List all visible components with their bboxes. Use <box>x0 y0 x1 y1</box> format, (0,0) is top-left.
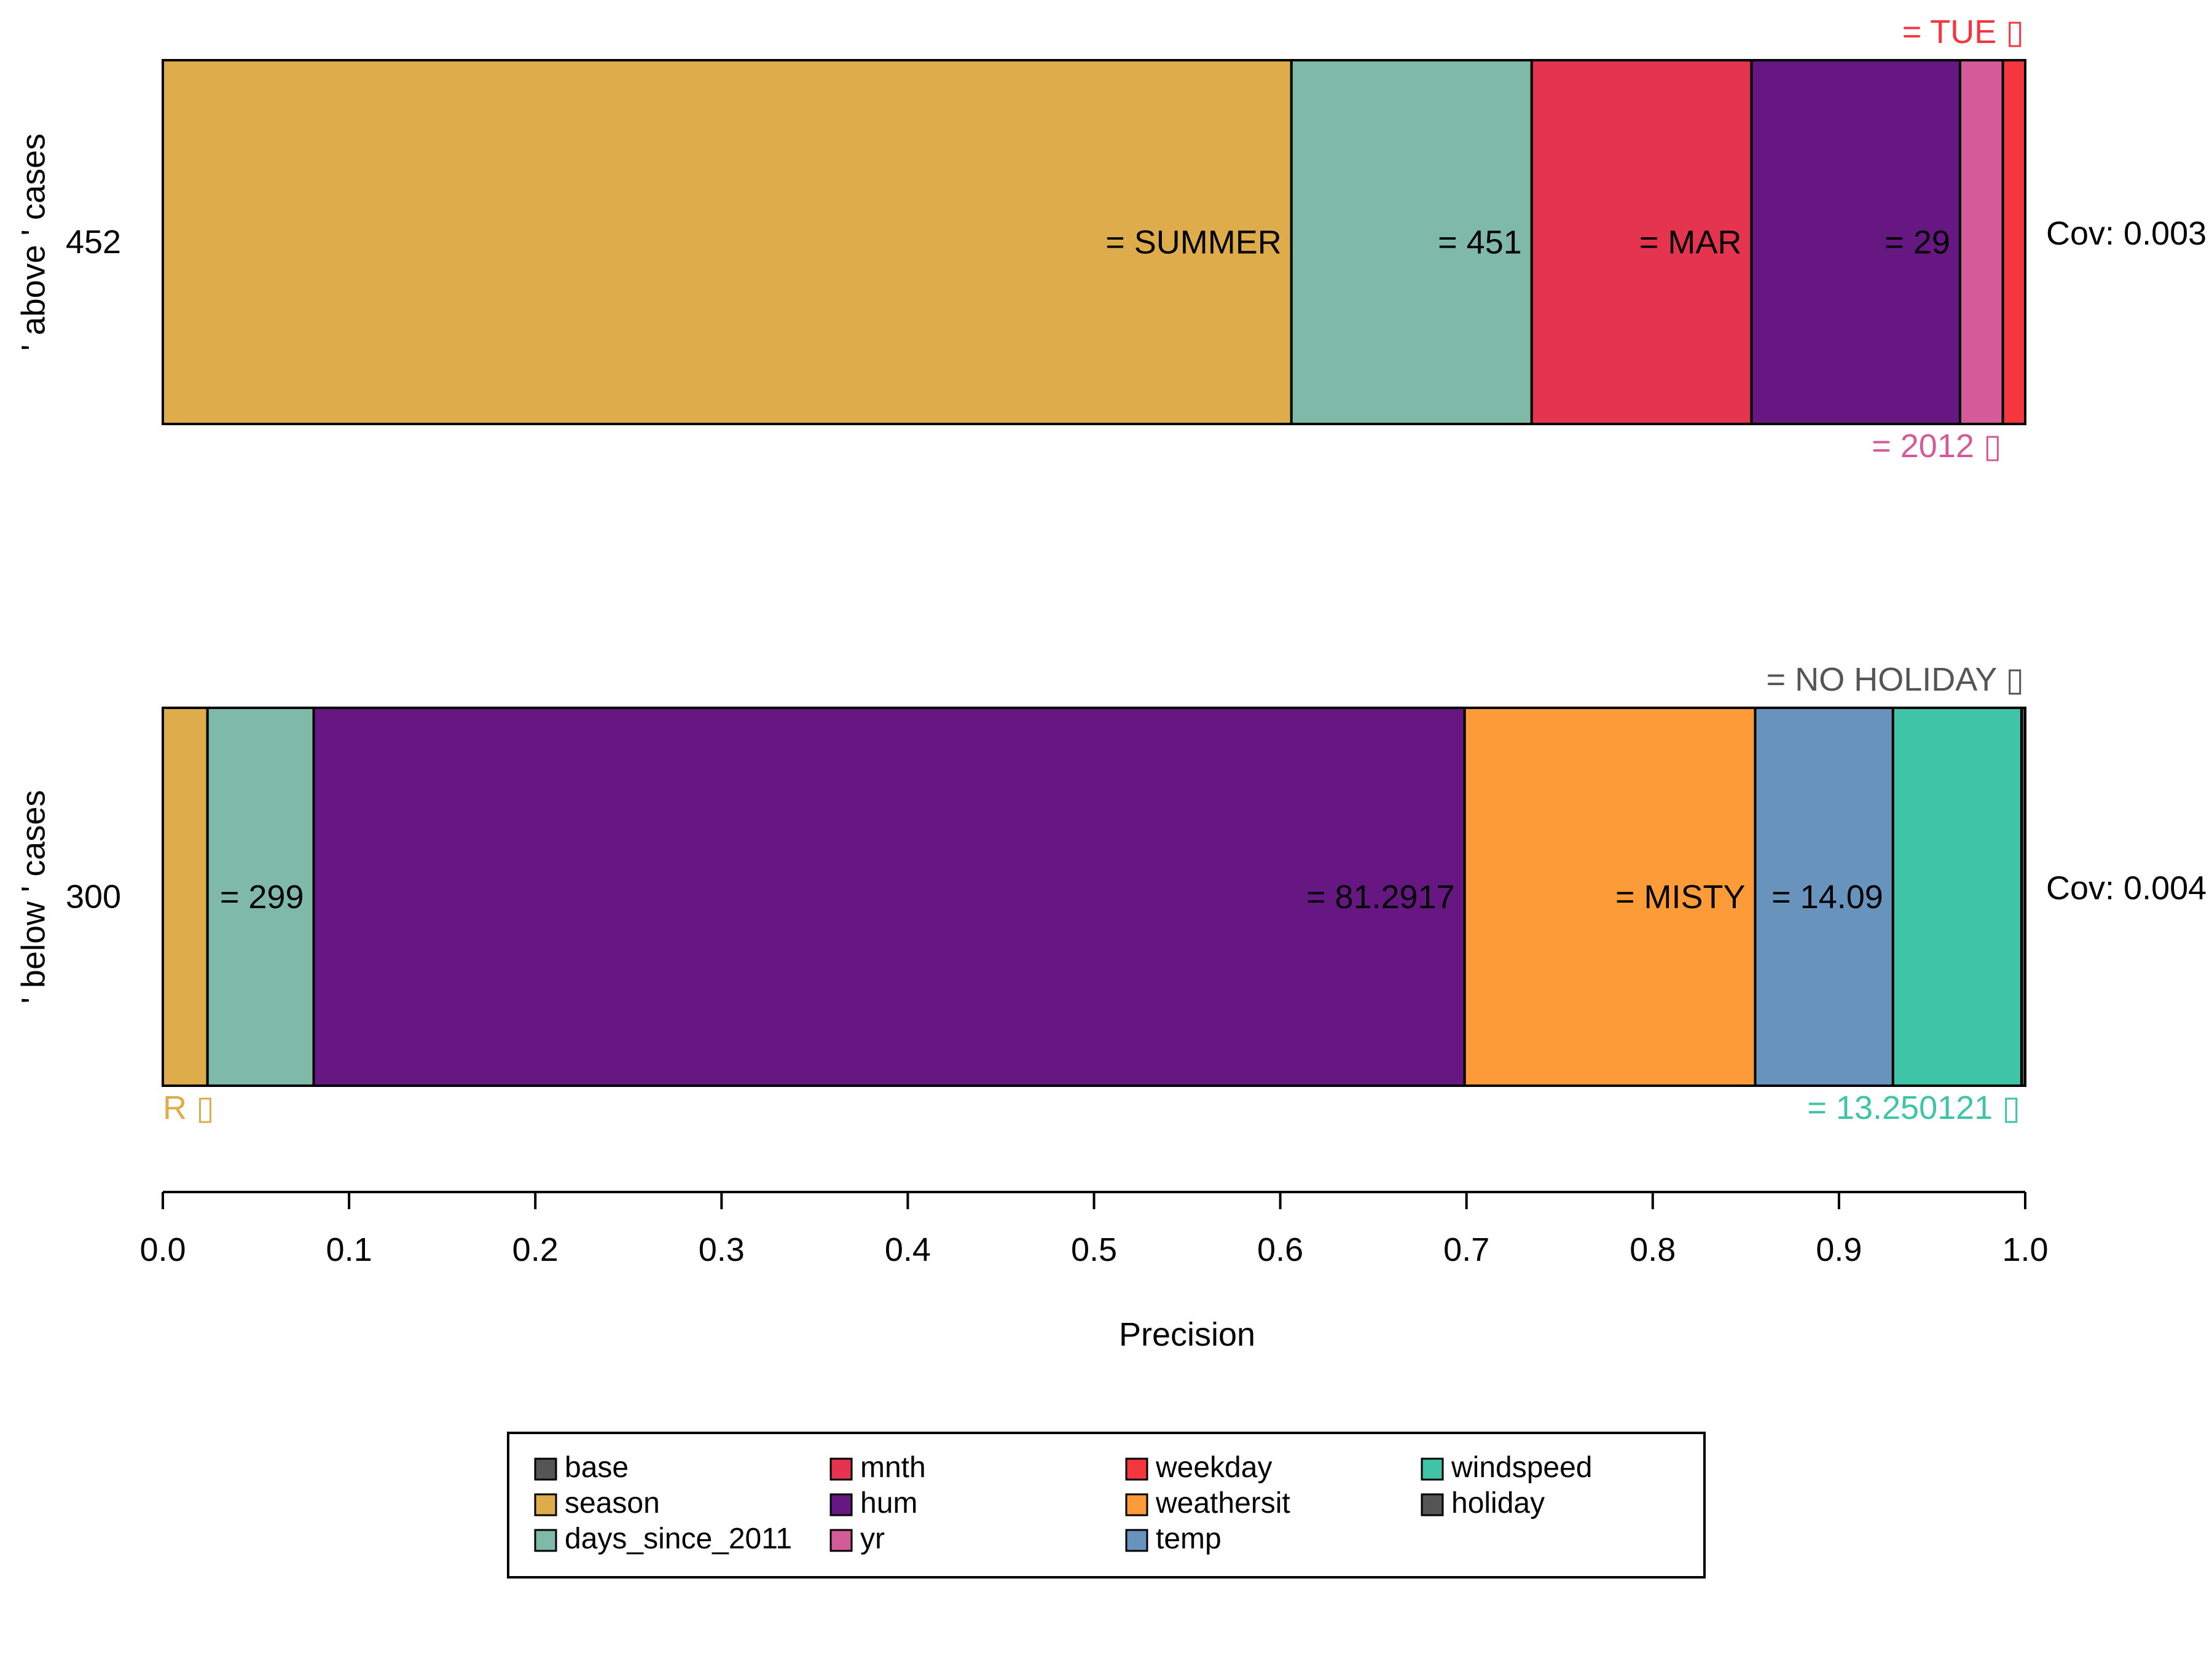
segment-label-temp: = 14.09 <box>1771 879 1883 916</box>
bar-segment-days_since_2011 <box>206 707 315 1087</box>
case-row-0: ' above ' cases 452 Cov: 0.003 = SUMMER = 45… <box>15 14 2206 465</box>
x-tick-label: 0.6 <box>1257 1231 1303 1268</box>
legend-label-mnth: mnth <box>860 1451 926 1484</box>
x-tick-label: 0.3 <box>699 1231 745 1268</box>
bar-segment-temp <box>1754 707 1894 1087</box>
legend-swatch-days_since_2011 <box>534 1529 557 1552</box>
bar-segment-season <box>162 707 209 1087</box>
row-case-count: 452 <box>66 224 121 261</box>
legend-swatch-temp <box>1125 1529 1148 1552</box>
x-axis: Precision 0.0 0.1 0.2 0.3 0.4 0.5 0.6 0.7 0.8 0.9… <box>139 1191 2049 1353</box>
legend-swatch-holiday <box>1421 1493 1444 1516</box>
segment-label-days_since_2011: = 299 <box>220 879 304 916</box>
segment-label-weekday: = TUE ▯ <box>1902 14 2024 50</box>
x-tick-label: 0.4 <box>885 1231 931 1268</box>
segment-label-yr: = 2012 ▯ <box>1872 428 2001 465</box>
x-tick-label: 0.0 <box>139 1231 186 1268</box>
segment-label-hum: = 29 <box>1885 224 1950 261</box>
bar-segment-weekday <box>2001 59 2026 425</box>
row-coverage: Cov: 0.003 <box>2046 215 2206 252</box>
segment-label-season: = SUMMER <box>1105 224 1282 261</box>
legend-label-hum: hum <box>860 1487 917 1520</box>
bar-segment-weathersit <box>1463 707 1757 1087</box>
row-case-count: 300 <box>66 879 121 916</box>
x-tick-label: 0.1 <box>326 1231 372 1268</box>
row-coverage: Cov: 0.004 <box>2046 870 2206 907</box>
legend-box <box>507 1432 1706 1579</box>
bar-segment-yr <box>1958 59 2004 425</box>
legend-label-temp: temp <box>1156 1523 1222 1555</box>
legend-label-days_since_2011: days_since_2011 <box>565 1523 792 1555</box>
x-tick-label: 0.5 <box>1071 1231 1117 1268</box>
row-group-label: ' below ' cases <box>15 790 52 1004</box>
segment-label-hum: = 81.2917 <box>1306 879 1455 916</box>
legend-swatch-mnth <box>830 1457 853 1481</box>
legend-label-weathersit: weathersit <box>1155 1487 1290 1520</box>
legend-swatch-weekday <box>1125 1457 1148 1481</box>
segment-label-days_since_2011: = 451 <box>1438 224 1522 261</box>
legend-label-season: season <box>565 1487 660 1520</box>
legend-label-windspeed: windspeed <box>1451 1451 1593 1484</box>
bar-segment-hum <box>1750 59 1961 425</box>
legend-swatch-base <box>534 1457 557 1481</box>
legend-label-base: base <box>565 1451 629 1484</box>
bar-segment-holiday <box>2020 707 2026 1087</box>
bar-segment-days_since_2011 <box>1290 59 1533 425</box>
row-group-label: ' above ' cases <box>15 133 52 351</box>
bar-segment-mnth <box>1530 59 1753 425</box>
legend-swatch-windspeed <box>1421 1457 1444 1481</box>
x-tick-label: 0.8 <box>1630 1231 1676 1268</box>
legend-label-yr: yr <box>860 1523 885 1555</box>
segment-label-windspeed: = 13.250121 ▯ <box>1807 1089 2020 1126</box>
x-tick-label: 0.2 <box>512 1231 559 1268</box>
x-tick-label: 0.9 <box>1816 1231 1862 1268</box>
segment-label-weathersit: = MISTY <box>1615 879 1746 916</box>
segment-label-holiday: = NO HOLIDAY ▯ <box>1767 661 2024 698</box>
legend-label-weekday: weekday <box>1155 1451 1272 1484</box>
legend-label-holiday: holiday <box>1451 1487 1545 1520</box>
legend-swatch-weathersit <box>1125 1493 1148 1516</box>
segment-label-season: R ▯ <box>163 1089 214 1126</box>
bar-segment-season <box>162 59 1293 425</box>
case-row-1: ' below ' cases 300 Cov: 0.004 R ▯ = 299 = 81… <box>15 661 2206 1126</box>
x-axis-label: Precision <box>1119 1316 1255 1353</box>
bars-layer: ' above ' cases 452 Cov: 0.003 = SUMMER = 45… <box>15 14 2206 1126</box>
legend-swatch-season <box>534 1493 557 1516</box>
legend-swatch-yr <box>830 1529 853 1552</box>
bar-segment-hum <box>312 707 1466 1087</box>
x-tick-label: 1.0 <box>2002 1231 2048 1268</box>
segment-label-mnth: = MAR <box>1639 224 1742 261</box>
x-tick-label: 0.7 <box>1443 1231 1489 1268</box>
bar-segment-windspeed <box>1891 707 2023 1087</box>
legend-swatch-hum <box>830 1493 853 1516</box>
